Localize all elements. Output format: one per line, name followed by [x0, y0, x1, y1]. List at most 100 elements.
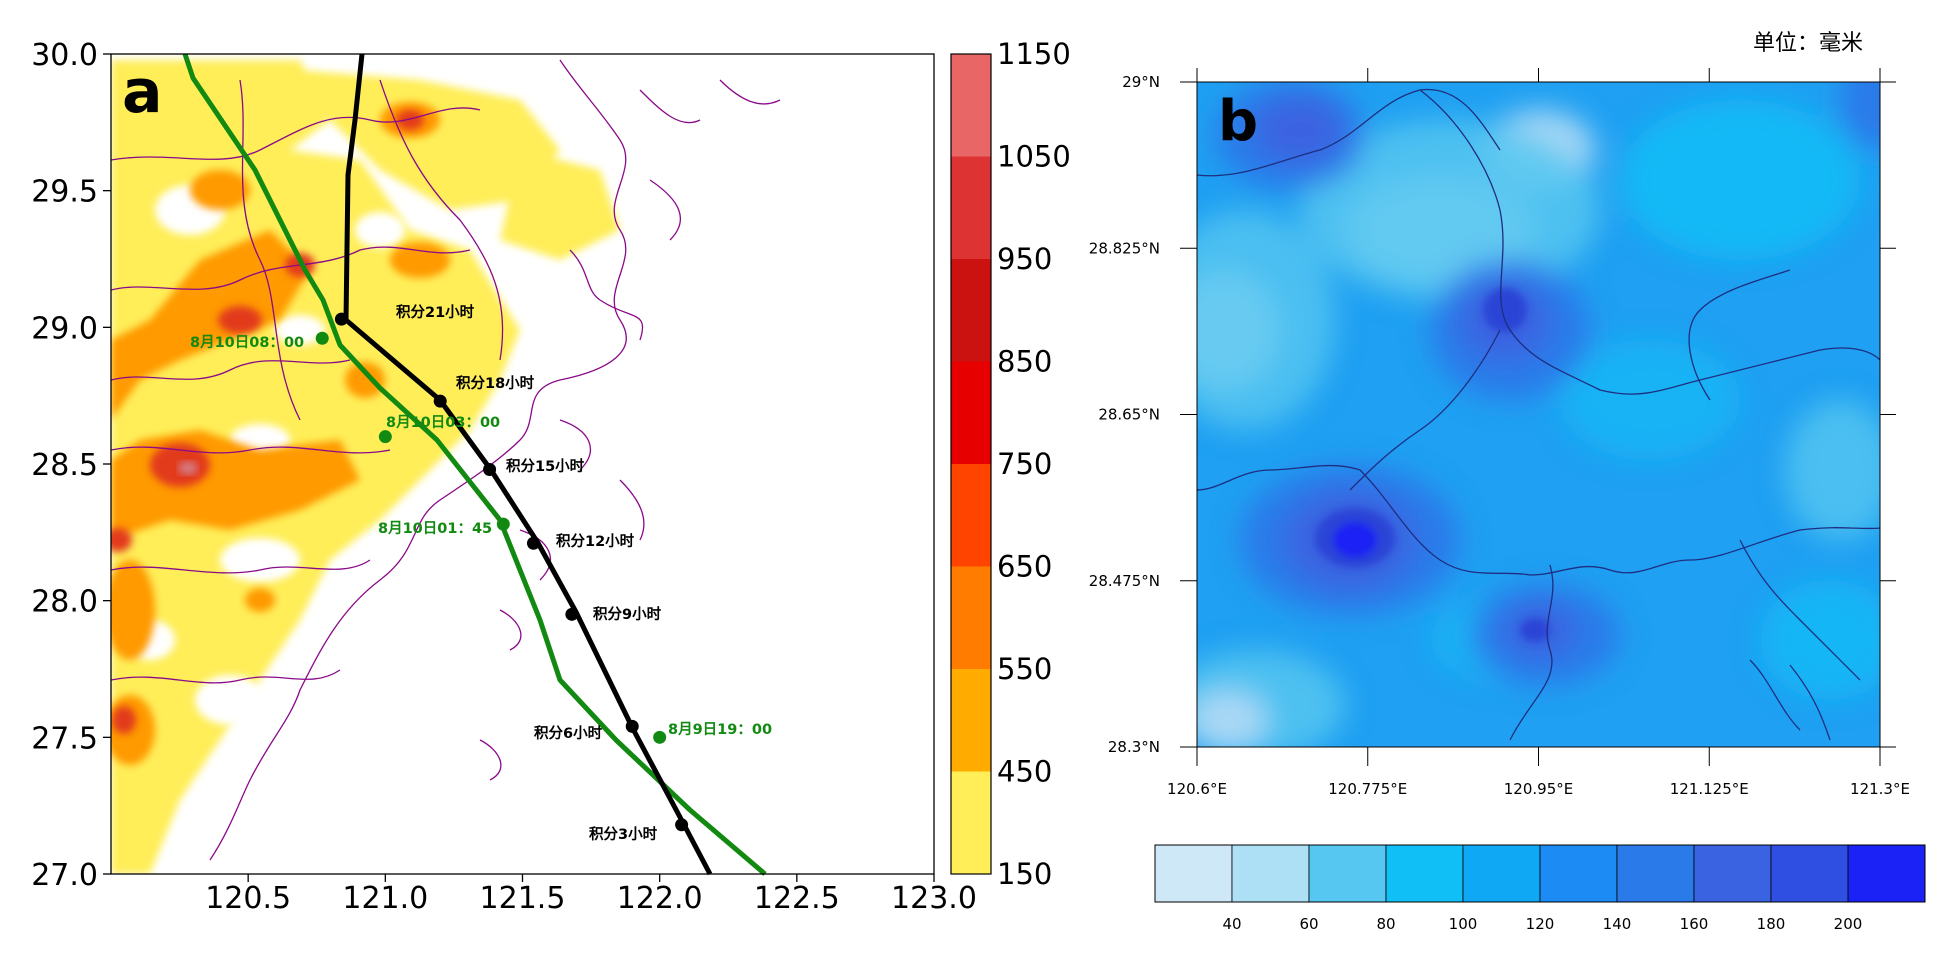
- b-colorbar-label: 80: [1376, 915, 1395, 933]
- a-colorbar-swatch: [951, 156, 991, 259]
- integration-track-point: [625, 719, 639, 733]
- b-colorbar-swatch: [1770, 844, 1849, 903]
- integration-track-point: [483, 462, 497, 476]
- integration-track-point: [565, 607, 579, 621]
- a-colorbar-swatch: [951, 771, 991, 874]
- observed-track-point: [315, 331, 329, 345]
- a-y-tick-label: 28.5: [31, 448, 98, 483]
- b-x-tick-label: 120.6°E: [1167, 780, 1227, 798]
- a-y-tick-label: 28.0: [31, 585, 98, 620]
- b-colorbar-swatch: [1616, 844, 1695, 903]
- panel-b-boundaries: [1197, 88, 1880, 741]
- b-colorbar-label: 180: [1757, 915, 1786, 933]
- b-x-tick-label: 121.125°E: [1670, 780, 1749, 798]
- a-colorbar-label: 150: [997, 857, 1052, 891]
- b-x-tick-label: 120.95°E: [1504, 780, 1573, 798]
- a-x-tick-label: 123.0: [891, 881, 977, 916]
- integration-track-point: [433, 394, 447, 408]
- a-colorbar-label: 750: [997, 447, 1052, 481]
- a-colorbar-label: 450: [997, 755, 1052, 789]
- b-y-tick-label: 28.825°N: [1089, 239, 1160, 257]
- a-x-tick-label: 120.5: [205, 881, 291, 916]
- panel-b-rainfall-field: [1197, 82, 1880, 747]
- a-colorbar-label: 1050: [997, 140, 1071, 174]
- b-colorbar-label: 40: [1222, 915, 1241, 933]
- b-y-tick-label: 28.3°N: [1108, 738, 1160, 756]
- integration-track-point: [526, 536, 540, 550]
- observed-track-point: [378, 430, 392, 444]
- b-colorbar-label: 100: [1449, 915, 1478, 933]
- a-y-tick-label: 30.0: [31, 38, 98, 73]
- int-label-3h: 积分3小时: [589, 825, 658, 843]
- panel-b-y-axis: 29°N 28.825°N 28.65°N 28.475°N 28.3°N: [1089, 73, 1896, 756]
- boundary-lines: [111, 59, 781, 861]
- panel-a-x-axis: 120.5 121.0 121.5 122.0 122.5 123.0: [205, 874, 977, 916]
- a-colorbar-label: 550: [997, 652, 1052, 686]
- panel-b-label: b: [1218, 89, 1258, 154]
- b-colorbar-label: 160: [1680, 915, 1709, 933]
- obs-label-0808: 8月10日08：00: [190, 334, 304, 351]
- b-colorbar-label: 200: [1834, 915, 1863, 933]
- unit-label: 单位：毫米: [1753, 31, 1863, 56]
- a-colorbar-label: 650: [997, 550, 1052, 584]
- a-colorbar-swatch: [951, 54, 991, 157]
- a-x-tick-label: 122.5: [754, 881, 840, 916]
- observed-track-point: [496, 517, 510, 531]
- observed-track-points: [315, 331, 667, 744]
- b-colorbar-label: 140: [1603, 915, 1632, 933]
- integration-track-point: [675, 818, 689, 832]
- integration-track-labels: 积分21小时 积分18小时 积分15小时 积分12小时 积分9小时 积分6小时 …: [396, 303, 662, 843]
- a-colorbar-label: 850: [997, 345, 1052, 379]
- b-y-tick-label: 28.475°N: [1089, 572, 1160, 590]
- b-colorbar-swatch: [1539, 844, 1618, 903]
- int-label-9h: 积分9小时: [593, 605, 662, 623]
- b-y-tick-label: 29°N: [1122, 73, 1160, 91]
- a-x-tick-label: 121.0: [342, 881, 428, 916]
- rainfall-field: [111, 60, 620, 874]
- int-label-21h: 积分21小时: [396, 303, 475, 321]
- obs-label-0803: 8月10日03：00: [386, 414, 500, 431]
- b-colorbar-swatch: [1231, 844, 1310, 903]
- panel-a-y-axis: 30.0 29.5 29.0 28.5 28.0 27.5 27.0: [31, 38, 111, 893]
- a-x-tick-label: 121.5: [480, 881, 566, 916]
- a-colorbar-swatch: [951, 669, 991, 772]
- a-y-tick-label: 29.0: [31, 311, 98, 346]
- a-colorbar-swatch: [951, 464, 991, 567]
- observed-track-point: [653, 730, 667, 744]
- b-colorbar-swatch: [1462, 844, 1541, 903]
- a-colorbar-swatch: [951, 259, 991, 362]
- b-colorbar-swatch: [1308, 844, 1387, 903]
- a-y-tick-label: 27.0: [31, 858, 98, 893]
- b-colorbar-label: 60: [1299, 915, 1318, 933]
- observed-track-labels: 8月10日08：00 8月10日03：00 8月10日01：45 8月9日19：…: [190, 334, 772, 738]
- b-colorbar-swatch: [1385, 844, 1464, 903]
- a-y-tick-label: 27.5: [31, 721, 98, 756]
- b-x-tick-label: 121.3°E: [1850, 780, 1910, 798]
- b-colorbar-label: 120: [1526, 915, 1555, 933]
- a-x-tick-label: 122.0: [617, 881, 703, 916]
- a-colorbar-swatch: [951, 361, 991, 464]
- panel-b-map: 单位：毫米: [1089, 31, 1910, 798]
- obs-label-0801: 8月10日01：45: [378, 520, 492, 537]
- panel-b-x-axis: 120.6°E 120.775°E 120.95°E 121.125°E 121.3°E: [1167, 68, 1910, 798]
- b-x-tick-label: 120.775°E: [1328, 780, 1407, 798]
- a-colorbar-label: 950: [997, 242, 1052, 276]
- b-colorbar-swatch: [1847, 844, 1926, 903]
- int-label-18h: 积分18小时: [456, 374, 535, 392]
- a-colorbar-label: 1150: [997, 37, 1071, 71]
- a-y-tick-label: 29.5: [31, 175, 98, 210]
- panel-a-map: 积分21小时 积分18小时 积分15小时 积分12小时 积分9小时 积分6小时 …: [31, 38, 977, 916]
- b-y-tick-label: 28.65°N: [1098, 406, 1160, 424]
- panel-b-colorbar: 40 60 80 100 120 140 160 180 200: [1154, 844, 1926, 933]
- int-label-6h: 积分6小时: [534, 724, 603, 742]
- integration-track-points: [334, 312, 689, 832]
- b-colorbar-swatch: [1693, 844, 1772, 903]
- int-label-15h: 积分15小时: [506, 457, 585, 475]
- panel-a-colorbar: 1150 1050 950 850 750 650 550 450 150: [950, 37, 1071, 891]
- int-label-12h: 积分12小时: [556, 532, 635, 550]
- observed-track-line: [182, 53, 767, 876]
- integration-track-point: [334, 312, 348, 326]
- obs-label-0919: 8月9日19：00: [668, 721, 772, 738]
- b-colorbar-swatch: [1154, 844, 1233, 903]
